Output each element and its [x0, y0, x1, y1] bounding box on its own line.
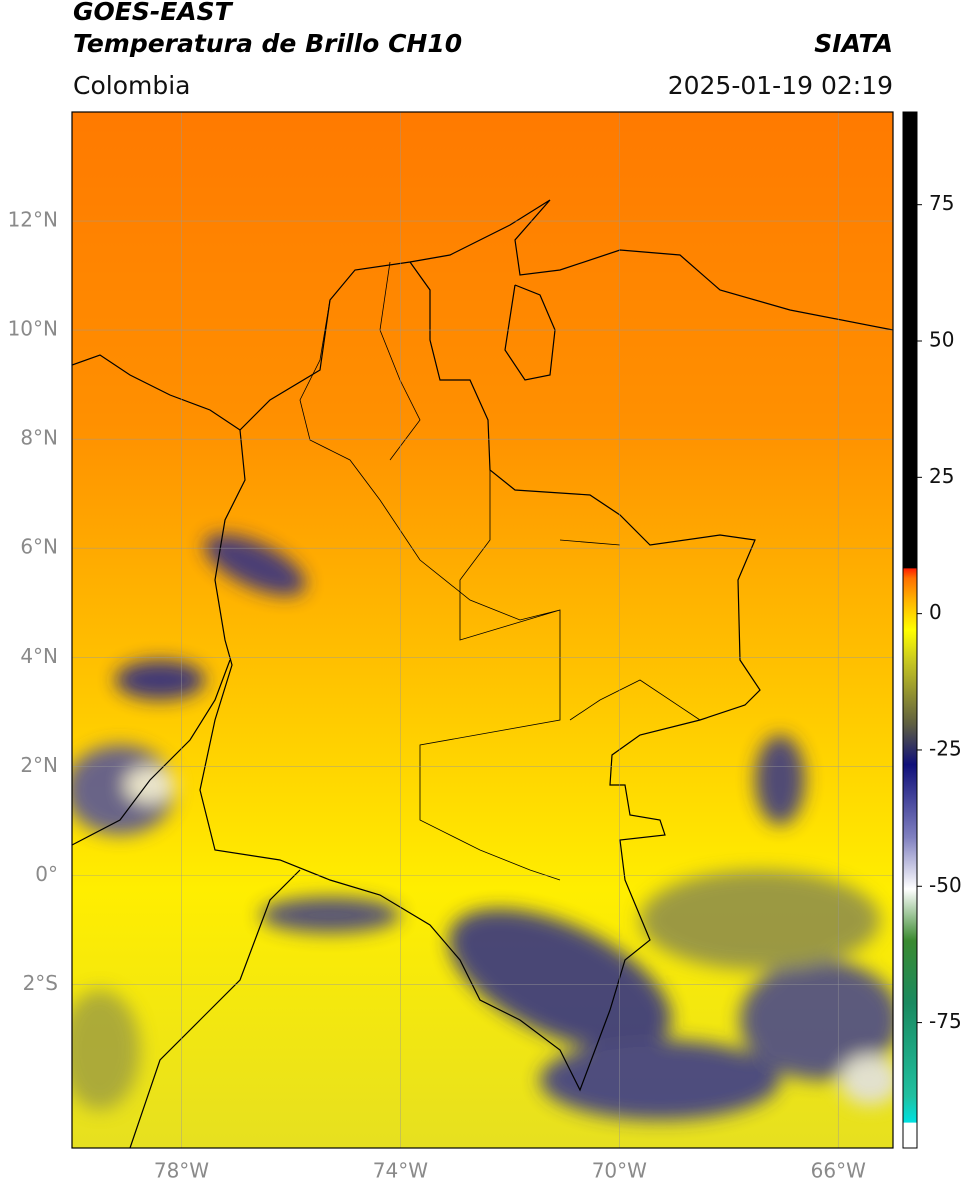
colorbar [902, 111, 918, 1149]
colorbar-tick-label: 25 [929, 464, 954, 488]
y-tick-label: 12°N [8, 208, 58, 232]
y-tick-label: 6°N [20, 535, 58, 559]
title-line1: GOES-EAST [73, 0, 234, 26]
colorbar-tick-label: 0 [929, 600, 942, 624]
datetime: 2025-01-19 02:19 [668, 71, 893, 100]
y-tick-label: 10°N [8, 317, 58, 341]
colorbar-tick-label: 75 [929, 191, 954, 215]
colorbar-tick-label: 50 [929, 328, 954, 352]
x-tick-label: 70°W [592, 1159, 647, 1183]
colorbar-tick-label: -25 [929, 736, 962, 760]
map-frame [71, 111, 894, 1149]
colorbar-tick-label: -75 [929, 1009, 962, 1033]
source: SIATA [814, 29, 893, 58]
x-tick-label: 66°W [811, 1159, 866, 1183]
map-image [72, 112, 893, 1148]
title-line2: Temperatura de Brillo CH10 [73, 29, 462, 58]
colorbar-tick-label: -50 [929, 873, 962, 897]
region: Colombia [73, 71, 190, 100]
y-tick-label: 2°N [20, 753, 58, 777]
y-tick-label: 0° [35, 862, 58, 886]
y-tick-label: 2°S [23, 971, 58, 995]
y-tick-label: 8°N [20, 426, 58, 450]
y-tick-label: 4°N [20, 644, 58, 668]
x-tick-label: 78°W [154, 1159, 209, 1183]
x-tick-label: 74°W [373, 1159, 428, 1183]
